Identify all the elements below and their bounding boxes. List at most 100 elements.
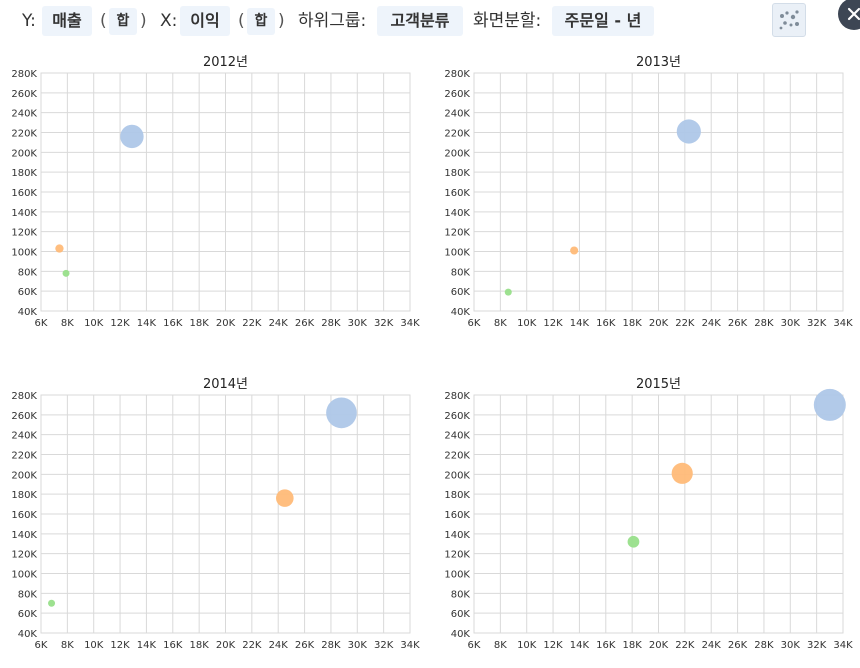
y-axis-label: Y: xyxy=(22,11,36,31)
bubble-series-2[interactable] xyxy=(570,246,579,255)
x-tick-label: 12K xyxy=(110,318,130,329)
x-tick-label: 16K xyxy=(163,318,183,329)
x-field-chip[interactable]: 이익 xyxy=(180,6,230,36)
x-tick-label: 10K xyxy=(84,640,104,651)
x-tick-label: 20K xyxy=(649,318,669,329)
chart-panel: 2014년 6K 8K 10K 12K 14K 16K 18K 20K 22K 24K 26K 28K 3… xyxy=(11,377,420,651)
bubble-series-1[interactable] xyxy=(120,124,144,149)
y-tick-label: 60K xyxy=(451,287,471,298)
y-tick-label: 120K xyxy=(444,550,470,561)
y-agg-open-paren: ( xyxy=(100,11,107,31)
y-tick-label: 260K xyxy=(444,411,470,422)
x-tick-label: 34K xyxy=(833,640,853,651)
close-icon[interactable] xyxy=(838,0,860,30)
split-field-chip[interactable]: 주문일 - 년 xyxy=(552,6,654,36)
x-tick-label: 28K xyxy=(754,318,774,329)
y-tick-label: 40K xyxy=(18,307,38,318)
chart-panel: 2012년 6K 8K 10K 12K 14K 16K 18K 20K 22K 24K 26K 28K 3… xyxy=(11,55,420,329)
x-tick-label: 6K xyxy=(468,640,481,651)
chart-panel: 2015년 6K 8K 10K 12K 14K 16K 18K 20K 22K 24K 26K 28K 3… xyxy=(444,377,853,651)
y-tick-label: 200K xyxy=(444,470,470,481)
x-tick-label: 26K xyxy=(728,640,748,651)
y-aggregation-chip[interactable]: 합 xyxy=(109,8,137,35)
chart-title: 2014년 xyxy=(203,377,248,392)
y-tick-label: 140K xyxy=(444,530,470,541)
bubble-series-2[interactable] xyxy=(276,489,294,507)
x-tick-label: 30K xyxy=(781,318,801,329)
x-tick-label: 22K xyxy=(675,640,695,651)
y-tick-label: 200K xyxy=(11,470,37,481)
x-tick-label: 6K xyxy=(468,318,481,329)
bubble-series-1[interactable] xyxy=(676,119,701,144)
bubble-series-3[interactable] xyxy=(62,269,70,277)
bubble-series-3[interactable] xyxy=(48,599,56,607)
x-tick-label: 24K xyxy=(269,640,289,651)
x-tick-label: 10K xyxy=(517,640,537,651)
y-tick-label: 60K xyxy=(18,609,38,620)
y-tick-label: 80K xyxy=(451,589,471,600)
x-tick-label: 34K xyxy=(400,640,420,651)
x-tick-label: 22K xyxy=(675,318,695,329)
x-tick-label: 14K xyxy=(137,640,157,651)
y-tick-label: 100K xyxy=(444,570,470,581)
chart-title: 2015년 xyxy=(636,377,681,392)
x-tick-label: 12K xyxy=(543,640,563,651)
x-tick-label: 20K xyxy=(216,640,236,651)
x-tick-label: 30K xyxy=(348,640,368,651)
x-tick-label: 6K xyxy=(35,318,48,329)
split-label: 화면분할: xyxy=(473,11,542,31)
y-tick-label: 200K xyxy=(444,148,470,159)
x-tick-label: 28K xyxy=(321,318,341,329)
y-tick-label: 60K xyxy=(451,609,471,620)
x-tick-label: 8K xyxy=(494,640,507,651)
y-tick-label: 120K xyxy=(11,550,37,561)
x-tick-label: 30K xyxy=(348,318,368,329)
y-tick-label: 280K xyxy=(444,69,470,80)
x-tick-label: 22K xyxy=(242,318,262,329)
x-aggregation-chip[interactable]: 합 xyxy=(247,8,275,35)
y-tick-label: 40K xyxy=(18,629,38,640)
x-tick-label: 26K xyxy=(295,640,315,651)
y-tick-label: 100K xyxy=(11,570,37,581)
y-tick-label: 260K xyxy=(11,411,37,422)
y-tick-label: 180K xyxy=(11,490,37,501)
x-tick-label: 32K xyxy=(807,318,827,329)
y-tick-label: 80K xyxy=(18,589,38,600)
y-tick-label: 120K xyxy=(444,228,470,239)
y-tick-label: 280K xyxy=(11,391,37,402)
x-tick-label: 24K xyxy=(269,318,289,329)
x-tick-label: 8K xyxy=(61,640,74,651)
y-tick-label: 120K xyxy=(11,228,37,239)
y-tick-label: 100K xyxy=(11,248,37,259)
chart-panel: 2013년 6K 8K 10K 12K 14K 16K 18K 20K 22K 24K 26K 28K 3… xyxy=(444,55,853,329)
y-field-chip[interactable]: 매출 xyxy=(42,6,92,36)
y-tick-label: 140K xyxy=(11,208,37,219)
x-tick-label: 18K xyxy=(189,640,209,651)
bubble-series-1[interactable] xyxy=(813,388,846,421)
bubble-series-3[interactable] xyxy=(504,288,512,296)
scatter-icon[interactable] xyxy=(772,3,806,37)
bubble-series-3[interactable] xyxy=(627,535,640,548)
y-tick-label: 140K xyxy=(444,208,470,219)
y-tick-label: 180K xyxy=(11,168,37,179)
y-tick-label: 240K xyxy=(11,431,37,442)
y-tick-label: 140K xyxy=(11,530,37,541)
y-tick-label: 200K xyxy=(11,148,37,159)
bubble-series-2[interactable] xyxy=(55,244,64,253)
y-tick-label: 160K xyxy=(444,510,470,521)
x-tick-label: 18K xyxy=(622,318,642,329)
y-tick-label: 220K xyxy=(444,129,470,140)
y-tick-label: 180K xyxy=(444,168,470,179)
y-tick-label: 40K xyxy=(451,307,471,318)
subgroup-field-chip[interactable]: 고객분류 xyxy=(377,6,463,36)
y-tick-label: 220K xyxy=(11,451,37,462)
y-tick-label: 160K xyxy=(11,188,37,199)
bubble-series-2[interactable] xyxy=(671,462,693,484)
x-tick-label: 8K xyxy=(61,318,74,329)
bubble-series-1[interactable] xyxy=(326,397,357,429)
y-tick-label: 80K xyxy=(451,267,471,278)
y-tick-label: 240K xyxy=(11,109,37,120)
chart-title: 2012년 xyxy=(203,55,248,70)
x-tick-label: 10K xyxy=(84,318,104,329)
